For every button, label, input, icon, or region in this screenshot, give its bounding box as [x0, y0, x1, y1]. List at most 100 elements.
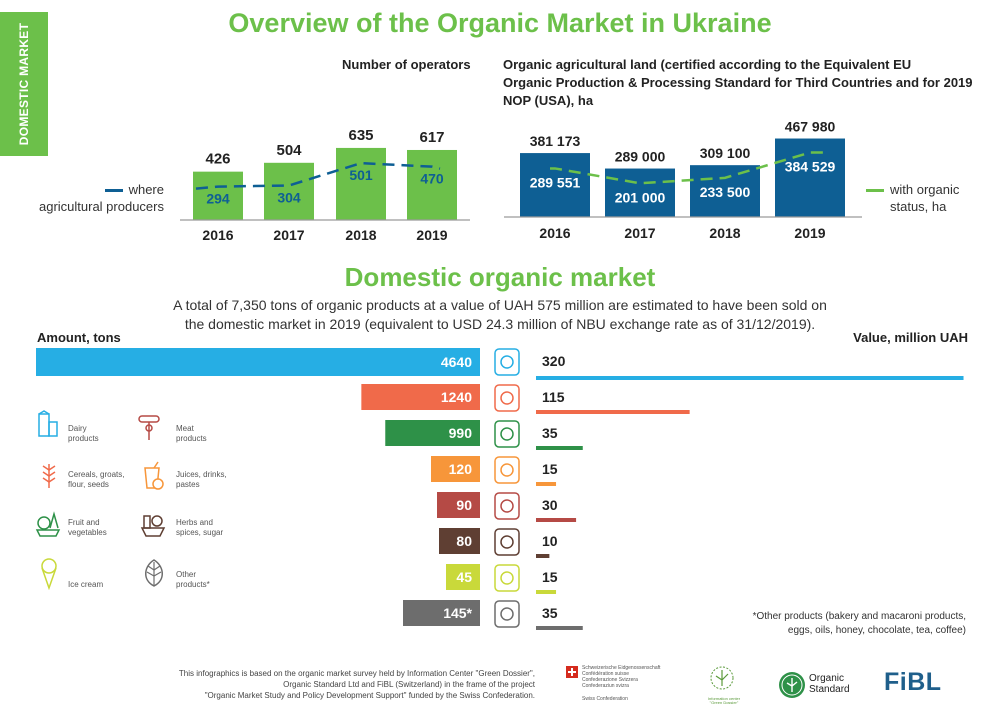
swiss-text-3: Confederazione Svizzera	[582, 677, 638, 683]
land-legend-line2: status, ha	[890, 199, 947, 214]
operators-chart: 426 294 2016 504 304 2017 635 501 2018 617 470 2019	[180, 127, 470, 243]
leaf-legend-icon	[145, 559, 163, 587]
legend-meat: Meat products	[176, 424, 207, 444]
legend-icecream-1: Ice cream	[68, 580, 104, 589]
icecream-legend-icon	[41, 558, 57, 590]
domestic-title: Domestic organic market	[344, 262, 656, 292]
domestic-subtitle: A total of 7,350 tons of organic product…	[150, 296, 850, 334]
fruit-icon	[494, 420, 520, 448]
swiss-confederation: Swiss Confederation	[582, 696, 628, 702]
organic-standard-text-1: Organic	[809, 673, 845, 684]
legend-cereals-1: Cereals, groats,	[68, 470, 125, 479]
land-sub-label: 201 000	[615, 189, 666, 205]
operators-legend: where agricultural producers	[30, 181, 164, 215]
operators-bar	[193, 171, 243, 220]
operators-bar-label: 426	[205, 151, 230, 168]
operators-sub-label: 501	[349, 167, 373, 183]
amount-bar-label: 45	[456, 569, 472, 585]
land-title-line3: NOP (USA), ha	[503, 93, 594, 108]
land-year-label: 2016	[539, 225, 570, 241]
legend-meat-2: products	[176, 434, 207, 443]
organic-standard-text: Organic Standard	[809, 673, 850, 695]
value-bar	[536, 446, 583, 450]
organic-standard-logo-icon	[779, 672, 805, 698]
juice-legend-icon	[144, 461, 164, 490]
legend-fruit: Fruit and vegetables	[68, 518, 107, 538]
land-bar-label: 467 980	[785, 119, 836, 135]
subtitle-line1: A total of 7,350 tons of organic product…	[173, 297, 827, 313]
meat-icon	[494, 492, 520, 520]
operators-bar-label: 617	[419, 129, 444, 146]
amount-label: Amount, tons	[37, 330, 121, 345]
legend-herbs: Herbs and spices, sugar	[176, 518, 223, 538]
footer-line1: This infographics is based on the organi…	[178, 669, 535, 678]
value-bar	[536, 590, 557, 594]
operators-year-label: 2017	[273, 227, 304, 243]
legend-other-1: Other	[176, 570, 197, 579]
land-sub-label: 289 551	[530, 174, 581, 190]
amount-bar-label: 80	[456, 533, 472, 549]
legend-line-blue	[104, 189, 123, 193]
amount-bar	[431, 456, 480, 482]
meat-legend-icon	[138, 415, 160, 440]
note-line1: *Other products (bakery and macaroni pro…	[752, 611, 966, 622]
legend-cereals-2: flour, seeds	[68, 480, 109, 489]
land-title-line2: Organic Production & Processing Standard…	[503, 75, 973, 90]
land-bar	[520, 153, 590, 217]
amount-bar-label: 4640	[441, 354, 472, 370]
swiss-text-1: Schweizerische Eidgenossenschaft	[582, 665, 661, 671]
amount-bar-label: 1240	[441, 389, 472, 405]
swiss-text: Schweizerische Eidgenossenschaft Confédé…	[582, 665, 660, 689]
green-dossier-logo-icon	[710, 666, 734, 690]
swiss-text-4: Confederaziun svizra	[582, 683, 629, 689]
operators-legend-line1: where	[128, 182, 164, 197]
operators-year-label: 2016	[202, 227, 233, 243]
land-year-label: 2018	[709, 225, 740, 241]
green-dossier-text-1: Information center	[707, 696, 741, 701]
legend-dairy: Dairy products	[68, 424, 99, 444]
legend-juices-1: Juices, drinks,	[176, 470, 227, 479]
value-bar	[536, 626, 583, 630]
value-bar	[536, 554, 550, 558]
juice-icon	[494, 456, 520, 484]
value-label: 115	[542, 389, 565, 405]
legend-other-2: products*	[176, 580, 210, 589]
note-line2: eggs, oils, honey, chocolate, tea, coffe…	[787, 625, 966, 636]
page-title: Overview of the Organic Market in Ukrain…	[228, 8, 772, 38]
domestic-chart: 4640 320 1240 115 990 35 120 15 90 30 80 10 45 15 145*…	[36, 348, 964, 630]
herbs-legend-icon	[140, 515, 166, 537]
land-sub-label: 233 500	[700, 184, 751, 200]
green-dossier-text-2: "Green Dossier"	[709, 700, 739, 705]
land-bar	[775, 138, 845, 217]
operators-year-label: 2019	[416, 227, 447, 243]
legend-juices-2: pastes	[176, 480, 200, 489]
operators-title: Number of operators	[342, 57, 471, 72]
fibl-logo: FiBL	[884, 668, 942, 696]
legend-fruit-1: Fruit and	[68, 518, 100, 527]
land-legend-line1: with organic	[890, 182, 960, 197]
legend-line-green	[866, 189, 884, 193]
value-label: 15	[542, 569, 558, 585]
footer-line3: "Organic Market Study and Policy Develop…	[204, 691, 535, 700]
green-dossier-text: Information center "Green Dossier"	[704, 697, 744, 705]
value-label: 35	[542, 425, 558, 441]
operators-bar	[264, 162, 314, 220]
amount-bar	[437, 492, 480, 518]
value-bar	[536, 482, 557, 486]
operators-bar-label: 504	[276, 142, 302, 159]
footer-text: This infographics is based on the organi…	[150, 668, 535, 701]
amount-bar	[446, 564, 480, 590]
organic-standard-text-2: Standard	[809, 684, 850, 695]
land-bar-label: 309 100	[700, 145, 751, 161]
dairy-icon	[494, 348, 520, 376]
land-bar	[605, 168, 675, 217]
amount-bar	[361, 384, 480, 410]
amount-bar	[385, 420, 480, 446]
amount-bar	[403, 600, 480, 626]
swiss-flag-icon	[566, 666, 578, 678]
value-label: Value, million UAH	[853, 330, 968, 345]
land-series-line	[550, 151, 825, 185]
swiss-text-2: Confédération suisse	[582, 671, 629, 677]
legend-other: Other products*	[176, 570, 210, 590]
land-sub-label: 384 529	[785, 159, 836, 175]
